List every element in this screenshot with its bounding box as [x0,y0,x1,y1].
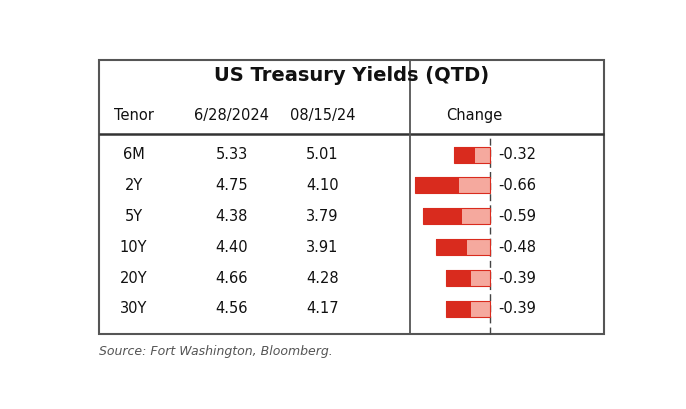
Text: 4.40: 4.40 [215,240,248,255]
Text: 3.79: 3.79 [306,209,339,224]
Text: Tenor: Tenor [114,108,154,123]
Text: 2Y: 2Y [124,178,143,193]
Bar [436,239,467,255]
Bar [415,178,458,193]
Bar [446,270,490,286]
Bar [99,60,604,334]
Text: Change: Change [446,108,502,123]
Text: 5Y: 5Y [125,209,143,224]
Text: -0.48: -0.48 [498,240,536,255]
Bar [415,178,490,193]
Bar [423,208,462,224]
Text: Source: Fort Washington, Bloomberg.: Source: Fort Washington, Bloomberg. [99,345,333,358]
Text: 6/28/2024: 6/28/2024 [194,108,270,123]
Bar [446,301,490,317]
Text: 4.17: 4.17 [306,301,339,317]
Text: -0.66: -0.66 [498,178,536,193]
Text: 3.91: 3.91 [306,240,338,255]
Text: 20Y: 20Y [120,270,147,285]
Text: 4.66: 4.66 [215,270,248,285]
Text: -0.39: -0.39 [498,301,536,317]
Text: 4.56: 4.56 [215,301,248,317]
Text: US Treasury Yields (QTD): US Treasury Yields (QTD) [214,66,489,85]
Text: 4.75: 4.75 [215,178,248,193]
Text: -0.32: -0.32 [498,147,536,162]
Text: 6M: 6M [123,147,145,162]
Bar [446,270,471,286]
Text: 5.01: 5.01 [306,147,339,162]
Text: 4.38: 4.38 [216,209,248,224]
Text: 4.28: 4.28 [306,270,339,285]
Bar [423,208,490,224]
Text: 10Y: 10Y [120,240,147,255]
Bar [453,146,490,163]
Text: -0.59: -0.59 [498,209,536,224]
Text: 4.10: 4.10 [306,178,339,193]
Bar [446,301,471,317]
Bar [436,239,490,255]
Text: 30Y: 30Y [120,301,147,317]
Bar [453,146,475,163]
Text: 08/15/24: 08/15/24 [289,108,355,123]
Text: 5.33: 5.33 [216,147,248,162]
Text: -0.39: -0.39 [498,270,536,285]
